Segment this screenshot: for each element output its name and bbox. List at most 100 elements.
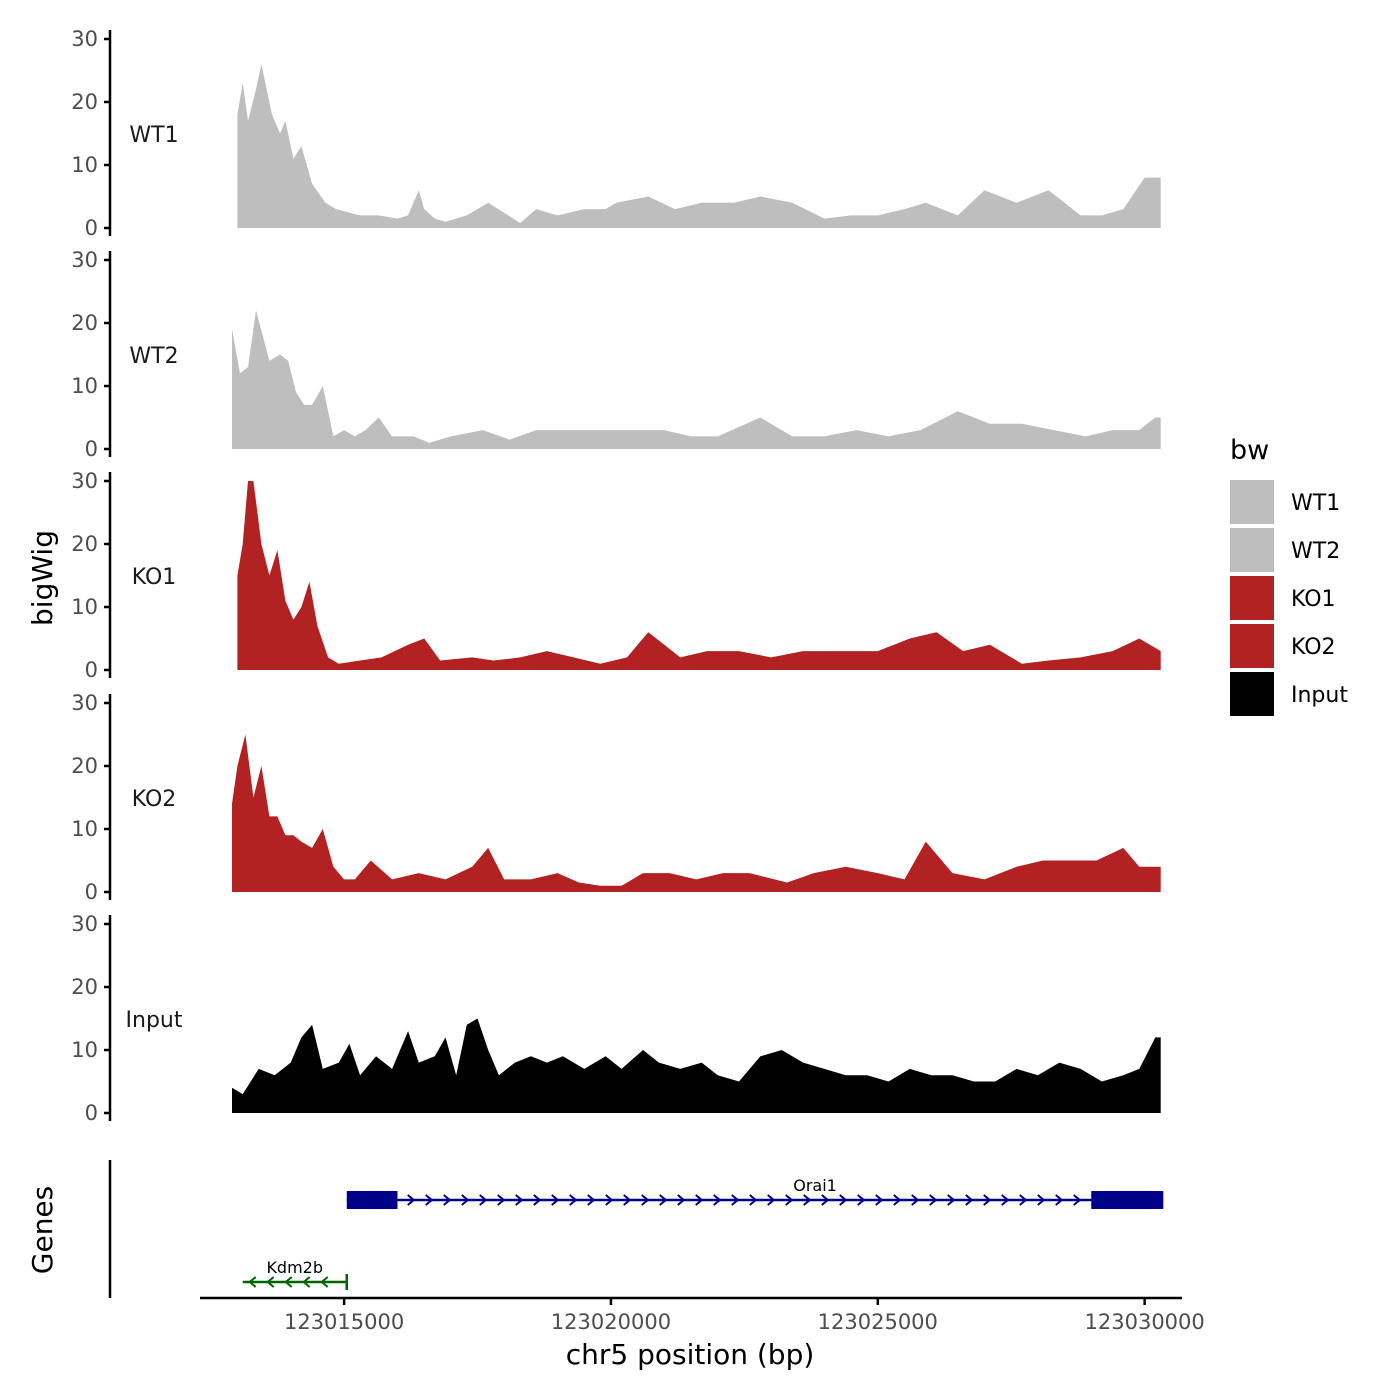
strand-arrow	[479, 1194, 488, 1206]
strand-arrow	[677, 1194, 686, 1206]
signal-area-ko1	[237, 481, 1161, 670]
strand-arrow	[803, 1194, 812, 1206]
y-tick-label: 10	[71, 1038, 98, 1062]
legend: bw WT1 WT2 KO1 KO2 Input	[1230, 435, 1348, 716]
signal-tracks: 0 10 20 30 WT1 0 10 20 30 WT2 0 10 20 30 KO1 0 10 20 30 KO2…	[71, 27, 1161, 1125]
x-axis: 123015000 123020000 123025000 123030000	[200, 1296, 1205, 1334]
y-tick-label: 10	[71, 595, 98, 619]
track-label: KO2	[132, 787, 177, 812]
strand-arrow	[749, 1194, 758, 1206]
y-tick-label: 30	[71, 27, 98, 51]
legend-label-wt1: WT1	[1291, 491, 1340, 516]
strand-arrow	[320, 1276, 329, 1288]
track-ko1: 0 10 20 30 KO1	[71, 469, 1161, 682]
strand-arrow	[1037, 1194, 1046, 1206]
legend-label-wt2: WT2	[1291, 539, 1340, 564]
x-tick-label: 123025000	[818, 1310, 938, 1334]
y-axis-title: bigWig	[26, 530, 59, 626]
strand-arrow	[1019, 1194, 1028, 1206]
track-label: Input	[126, 1008, 183, 1033]
x-tick-label: 123015000	[284, 1310, 404, 1334]
y-tick-label: 0	[85, 1101, 98, 1125]
y-tick-label: 0	[85, 880, 98, 904]
signal-area-wt1	[237, 64, 1161, 228]
y-tick-label: 10	[71, 817, 98, 841]
x-tick-label: 123020000	[551, 1310, 671, 1334]
strand-arrow	[731, 1194, 740, 1206]
strand-arrow	[302, 1276, 311, 1288]
y-tick-label: 30	[71, 248, 98, 272]
signal-area-input	[232, 1018, 1161, 1113]
strand-arrow	[713, 1194, 722, 1206]
y-tick-label: 10	[71, 153, 98, 177]
strand-arrow	[1073, 1194, 1082, 1206]
gene-orai1: Orai1	[346, 1176, 1164, 1209]
strand-arrow	[983, 1194, 992, 1206]
strand-arrow	[248, 1276, 257, 1288]
strand-arrow	[695, 1194, 704, 1206]
strand-arrow	[425, 1194, 434, 1206]
legend-swatch-input	[1230, 672, 1274, 716]
strand-arrow	[533, 1194, 542, 1206]
legend-label-ko1: KO1	[1291, 587, 1336, 612]
strand-arrow	[875, 1194, 884, 1206]
track-label: KO1	[132, 565, 177, 590]
strand-arrow	[284, 1276, 293, 1288]
y-tick-label: 20	[71, 754, 98, 778]
gene-exon	[346, 1191, 398, 1209]
y-tick-label: 30	[71, 469, 98, 493]
strand-arrow	[515, 1194, 524, 1206]
strand-arrow	[929, 1194, 938, 1206]
legend-swatch-wt1	[1230, 480, 1274, 524]
strand-arrow	[461, 1194, 470, 1206]
y-tick-label: 0	[85, 658, 98, 682]
gene-kdm2b: Kdm2b	[242, 1258, 349, 1290]
strand-arrow	[947, 1194, 956, 1206]
track-ko2: 0 10 20 30 KO2	[71, 691, 1161, 904]
strand-arrow	[443, 1194, 452, 1206]
signal-area-ko2	[232, 734, 1161, 892]
legend-swatch-wt2	[1230, 528, 1274, 572]
y-tick-label: 30	[71, 691, 98, 715]
strand-arrow	[266, 1276, 275, 1288]
signal-area-wt2	[232, 310, 1161, 449]
strand-arrow	[893, 1194, 902, 1206]
x-tick-label: 123030000	[1085, 1310, 1205, 1334]
track-label: WT2	[129, 344, 178, 369]
track-wt2: 0 10 20 30 WT2	[71, 248, 1161, 461]
strand-arrow	[1001, 1194, 1010, 1206]
y-tick-label: 20	[71, 90, 98, 114]
y-tick-label: 30	[71, 912, 98, 936]
strand-arrow	[569, 1194, 578, 1206]
track-wt1: 0 10 20 30 WT1	[71, 27, 1161, 240]
strand-arrow	[965, 1194, 974, 1206]
track-input: 0 10 20 30 Input	[71, 912, 1161, 1125]
y-tick-label: 0	[85, 437, 98, 461]
strand-arrow	[605, 1194, 614, 1206]
genes-axis-title: Genes	[26, 1186, 59, 1274]
y-tick-label: 20	[71, 532, 98, 556]
strand-arrow	[407, 1194, 416, 1206]
y-tick-label: 0	[85, 216, 98, 240]
strand-arrow	[911, 1194, 920, 1206]
strand-arrow	[821, 1194, 830, 1206]
strand-arrow	[551, 1194, 560, 1206]
strand-arrow	[623, 1194, 632, 1206]
strand-arrow	[497, 1194, 506, 1206]
strand-arrow	[767, 1194, 776, 1206]
y-tick-label: 20	[71, 311, 98, 335]
strand-arrow	[587, 1194, 596, 1206]
x-axis-title: chr5 position (bp)	[566, 1338, 815, 1371]
strand-arrow	[839, 1194, 848, 1206]
strand-arrow	[659, 1194, 668, 1206]
legend-label-input: Input	[1291, 683, 1348, 708]
genes-panel: Orai1 Kdm2b	[108, 1160, 1164, 1298]
legend-title: bw	[1230, 435, 1269, 466]
strand-arrow	[641, 1194, 650, 1206]
gene-label: Orai1	[793, 1176, 837, 1195]
y-tick-label: 10	[71, 374, 98, 398]
legend-swatch-ko1	[1230, 576, 1274, 620]
legend-label-ko2: KO2	[1291, 635, 1336, 660]
gene-exon	[1091, 1191, 1164, 1209]
